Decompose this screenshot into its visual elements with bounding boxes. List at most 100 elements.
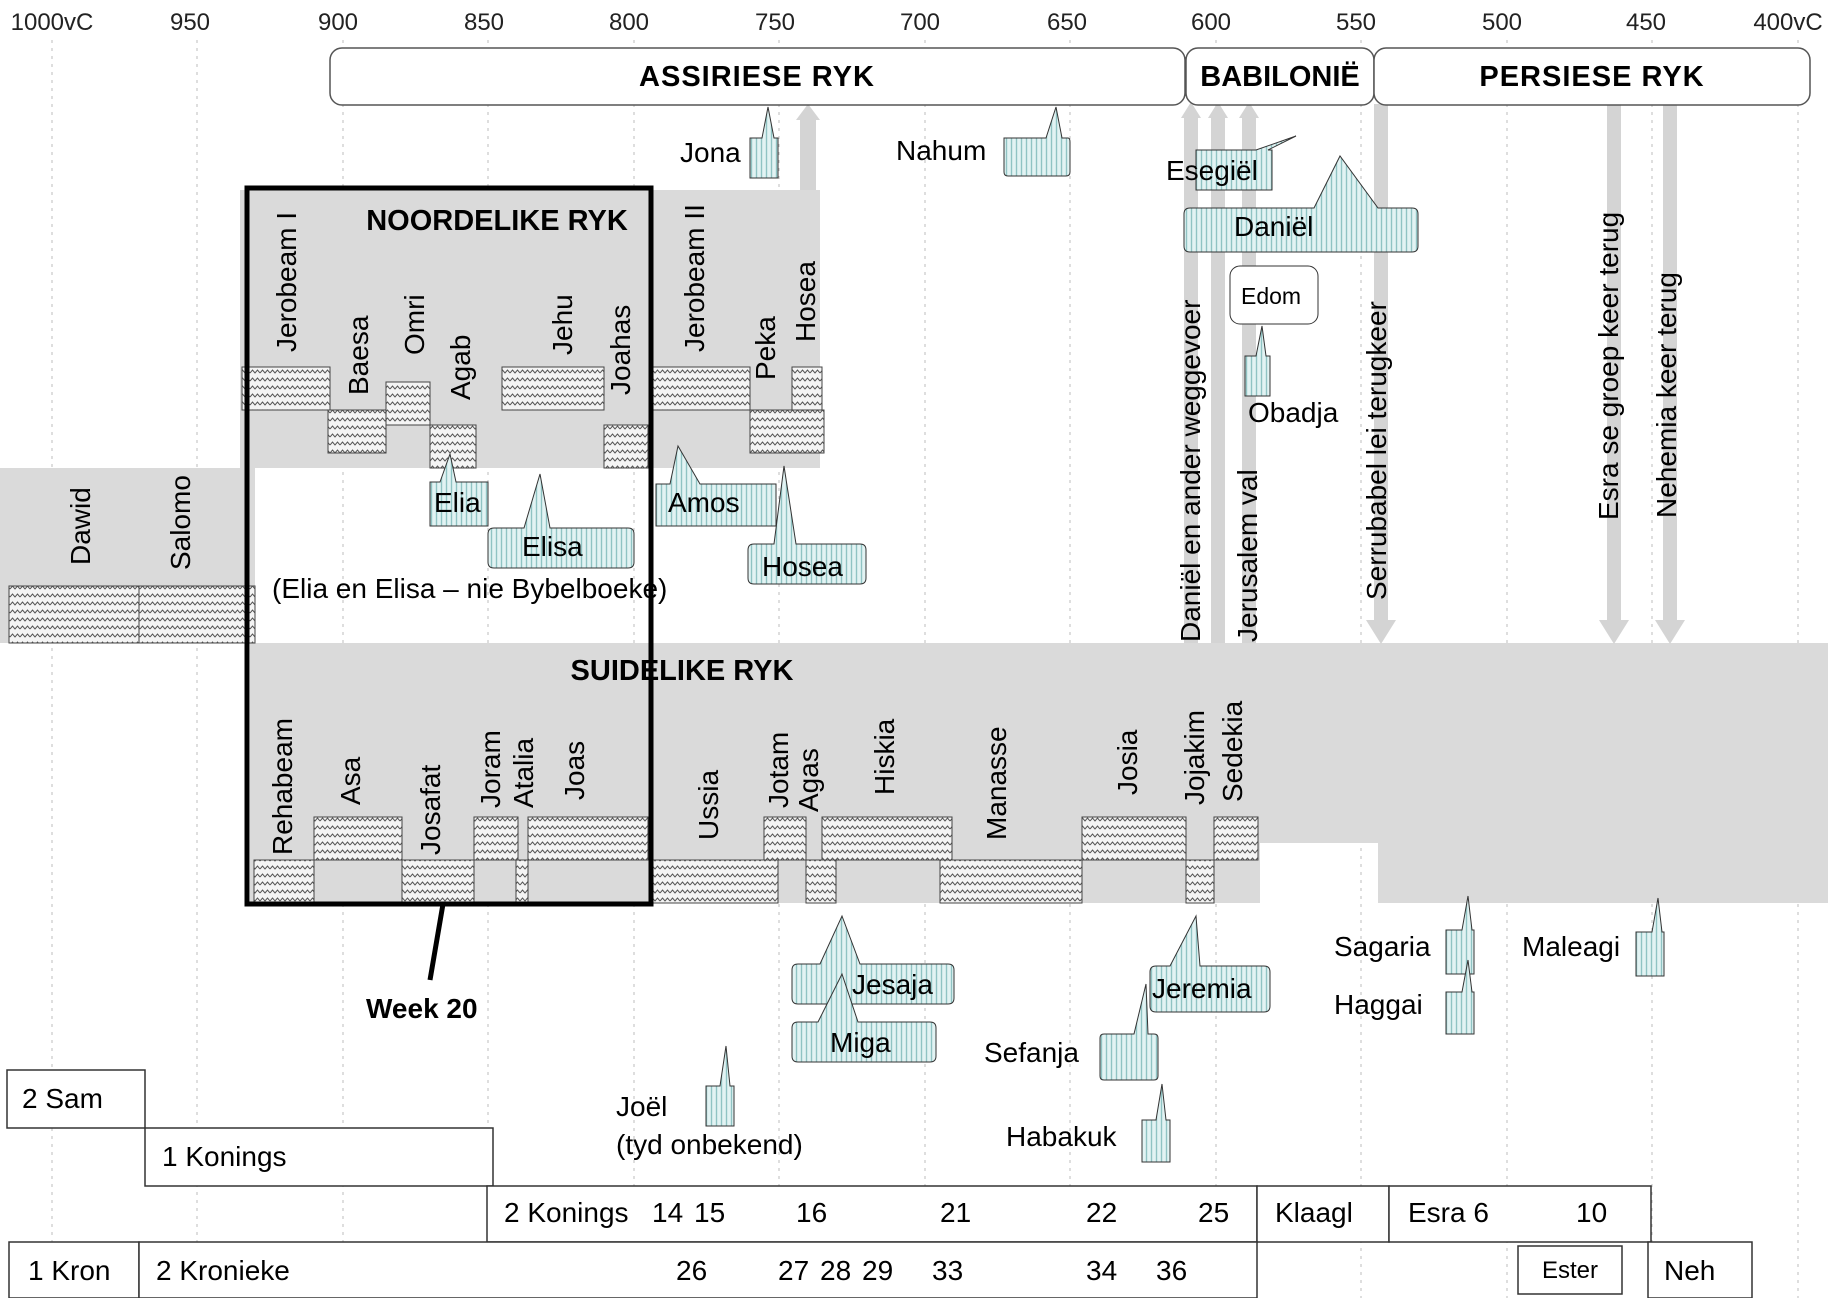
empire-bars: ASSIRIESE RYK BABILONIË PERSIESE RYK [329,47,1811,106]
king-name: Joram [475,730,506,808]
reign-bar [473,816,519,861]
year-tick: 600 [1191,9,1231,36]
chapter-number: 28 [820,1255,851,1286]
king-name: Manasse [981,726,1012,840]
book-box [6,1069,146,1129]
callout-shape [1099,983,1159,1081]
book-boxes [6,1069,1753,1299]
book-box [1388,1185,1652,1243]
king-name: Josia [1112,729,1143,795]
northern-kings: Jerobeam I Baesa Omri Agab Jehu Joahas J… [271,204,821,400]
reign-bar [749,409,825,454]
reign-bar [515,859,529,904]
book-box [8,1241,140,1299]
king-name: Jehu [547,294,578,355]
southern-kingdom-title: SUIDELIKE RYK [571,655,794,687]
reign-bar [313,816,403,861]
reign-bar [429,424,477,469]
chapter-number: 27 [778,1255,809,1286]
king-name: Sedekia [1217,700,1248,802]
king-name: Peka [750,316,781,380]
year-tick: 800 [609,9,649,36]
reign-bar [821,816,953,861]
callout-shape [1445,895,1475,975]
week-highlight-box [244,185,654,907]
chapter-number: 15 [694,1197,725,1228]
year-tick: 900 [318,9,358,36]
chapter-number: 26 [676,1255,707,1286]
chapter-number: 16 [796,1197,827,1228]
book-label: Esra 6 [1408,1197,1489,1228]
year-tick: 400vC [1753,9,1822,36]
prophet-name: Miga [830,1027,891,1058]
king-name: Atalia [508,738,539,808]
chapter-number: 29 [862,1255,893,1286]
prophet-name: Nahum [896,135,986,166]
year-tick: 750 [755,9,795,36]
prophet-name: Joël [616,1091,667,1122]
reign-bar [138,585,256,644]
reign-bar [1081,816,1187,861]
event-label: Daniël en ander weggevoer [1175,300,1206,642]
king-name: Josafat [415,765,446,855]
king-name: Jerobeam I [271,212,302,352]
book-label: Neh [1664,1255,1715,1286]
assyrian-empire-bar [329,47,1186,106]
prophet-name: Jeremia [1152,973,1252,1004]
year-tick: 650 [1047,9,1087,36]
prophet-name: Jona [680,137,741,168]
reign-bar [1213,816,1259,861]
king-name: Joas [559,741,590,800]
chapter-number: 33 [932,1255,963,1286]
prophet-name: Maleagi [1522,931,1620,962]
callout-shape [1183,155,1419,253]
king-name: Jojakim [1179,710,1210,805]
king-name: Rehabeam [267,718,298,855]
king-name: Asa [335,756,366,805]
year-tick: 950 [170,9,210,36]
prophet-name: Habakuk [1006,1121,1118,1152]
prophet-name: Obadja [1248,397,1339,428]
reign-bar [763,816,807,861]
reign-bar [651,859,779,904]
reign-bar [791,366,823,411]
prophet-name: Elia [434,487,481,518]
chapter-number: 21 [940,1197,971,1228]
king-name: Baesa [343,315,374,395]
chapter-number: 25 [1198,1197,1229,1228]
callout-shape [705,1045,735,1127]
chapter-number: 34 [1086,1255,1117,1286]
reign-bar [527,816,649,861]
year-tick: 1000vC [11,9,94,36]
southern-kings: Rehabeam Asa Josafat Joram Atalia Joas U… [267,700,1248,855]
exile-band-top [1260,643,1378,843]
king-name: Dawid [65,487,96,565]
reign-bar [1185,859,1215,904]
callout-shape [1149,914,1271,1013]
king-name: Hosea [790,261,821,342]
chapter-number: 14 [652,1197,683,1228]
event-label: Nehemia keer terug [1651,272,1682,518]
book-label: 1 Konings [162,1141,287,1172]
reign-bar [253,859,315,904]
persian-empire-label: PERSIESE RYK [1479,61,1704,93]
book-label: 2 Sam [22,1083,103,1114]
prophet-name: Amos [668,487,740,518]
prophet-note: (tyd onbekend) [616,1129,803,1160]
book-label: 2 Kronieke [156,1255,290,1286]
reign-bar [385,381,431,426]
callout-shape [1445,959,1475,1035]
callout-shape [1635,897,1665,977]
reign-bar [649,366,751,411]
callout-shape [1195,135,1297,191]
callout-shape [1244,325,1271,397]
week-highlight: Week 20 [244,185,654,1024]
event-label: Serrubabel lei terugkeer [1361,301,1392,600]
callout-shape [791,914,955,1005]
persian-empire-bar [1373,47,1811,106]
callout-shape [429,452,489,527]
week-label: Week 20 [366,993,478,1024]
prophet-name: Elisa [522,531,583,562]
